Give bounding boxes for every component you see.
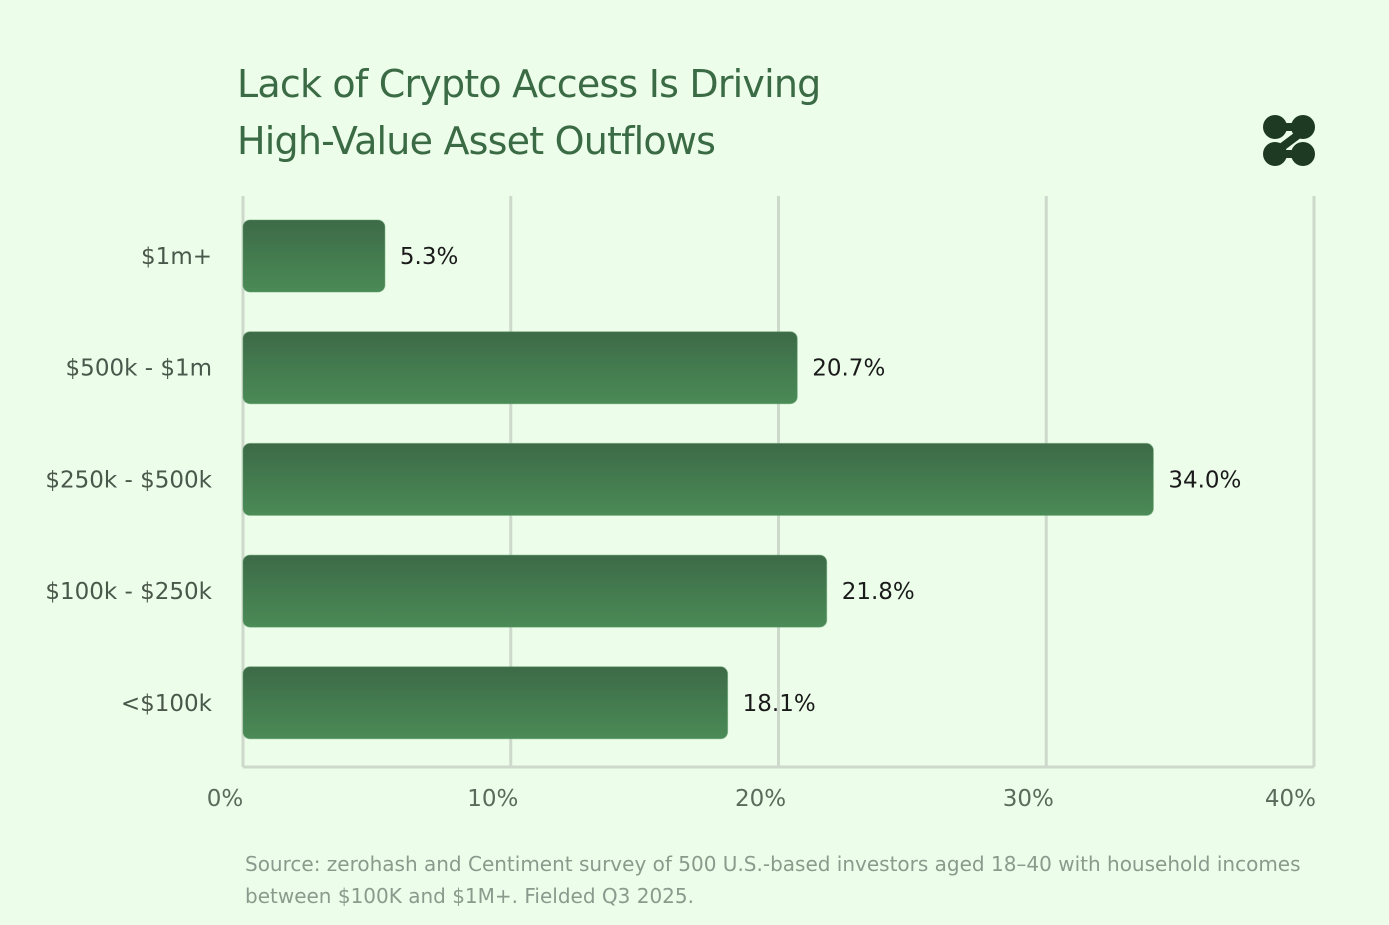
bar	[242, 666, 729, 740]
data-label: 21.8%	[842, 579, 915, 605]
data-label: 20.7%	[812, 356, 885, 382]
bar	[242, 554, 828, 628]
chart-title: Lack of Crypto Access Is Driving High-Va…	[237, 56, 821, 170]
data-label: 18.1%	[743, 691, 816, 717]
x-tick-label: 20%	[735, 786, 786, 812]
x-tick-label: 40%	[1265, 786, 1316, 812]
bar	[242, 219, 386, 293]
x-tick-label: 30%	[1003, 786, 1054, 812]
bar	[242, 331, 798, 405]
category-label: $500k - $1m	[66, 356, 212, 382]
x-tick-label: 10%	[467, 786, 518, 812]
zerohash-logo-icon	[1263, 115, 1315, 166]
bar	[242, 442, 1154, 516]
category-label: <$100k	[121, 691, 213, 717]
title-line-1: Lack of Crypto Access Is Driving	[237, 62, 821, 106]
category-label: $250k - $500k	[45, 467, 212, 493]
data-label: 5.3%	[400, 244, 458, 270]
category-label: $1m+	[141, 244, 212, 270]
data-label: 34.0%	[1168, 467, 1241, 493]
title-line-2: High-Value Asset Outflows	[237, 119, 716, 163]
category-label: $100k - $250k	[45, 579, 212, 605]
x-tick-label: 0%	[207, 786, 244, 812]
source-note: Source: zerohash and Centiment survey of…	[245, 852, 1301, 908]
